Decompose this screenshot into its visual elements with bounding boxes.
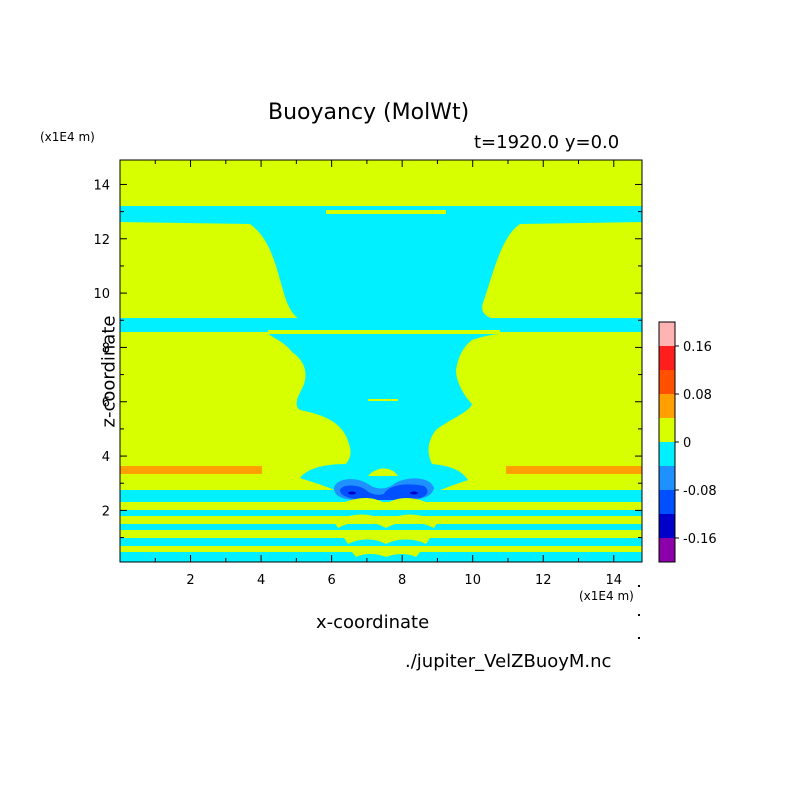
contour-orange-right xyxy=(506,466,642,474)
x-axis-tick-labels: 2 4 6 8 10 12 14 xyxy=(186,573,622,588)
x-tick-label: 12 xyxy=(535,573,552,588)
contour-upper-funnel xyxy=(120,206,642,320)
contour-core-min-left xyxy=(348,491,356,495)
colorbar-swatch xyxy=(659,322,675,346)
contour-lower-region xyxy=(300,464,468,490)
contour-band-z89 xyxy=(120,318,642,332)
colorbar-swatch xyxy=(659,490,675,514)
plot-frame xyxy=(119,159,643,563)
y-tick-label: 14 xyxy=(93,178,110,193)
contour-core-min-right xyxy=(410,491,418,495)
colorbar-tick-label: -0.16 xyxy=(683,532,717,547)
y-tick-label: 10 xyxy=(93,287,110,302)
contour-band-z08 xyxy=(120,538,642,546)
x-tick-label: 6 xyxy=(327,573,335,588)
contour-line-z60 xyxy=(368,399,398,401)
contour-orange-left xyxy=(120,466,262,474)
y-tick-label: 6 xyxy=(102,396,110,411)
colorbar-tick-label: 0.08 xyxy=(683,388,712,403)
colorbar-swatch xyxy=(659,514,675,538)
y-axis-unit: (x1E4 m) xyxy=(40,130,95,144)
x-axis-ticks xyxy=(154,160,615,562)
y-axis-ticks xyxy=(120,183,642,539)
colorbar-tick-label: 0 xyxy=(683,436,691,451)
colorbar-tick-labels: 0.16 0.08 0 -0.08 -0.16 xyxy=(683,340,717,547)
contour-line-z86 xyxy=(268,330,500,334)
contour-band-z03 xyxy=(120,552,642,562)
contour-band-z14 xyxy=(120,524,642,530)
colorbar-tick-label: 0.16 xyxy=(683,340,712,355)
y-tick-label: 4 xyxy=(102,450,110,465)
colorbar-swatch xyxy=(659,442,675,466)
y-tick-label: 2 xyxy=(102,504,110,519)
contour-strip-z130 xyxy=(326,210,446,214)
corner-markers xyxy=(638,585,640,639)
colorbar-swatch xyxy=(659,370,675,394)
contour-lower-bump xyxy=(368,468,398,476)
x-tick-label: 2 xyxy=(186,573,194,588)
x-tick-label: 14 xyxy=(606,573,623,588)
colorbar-swatch xyxy=(659,418,675,442)
x-axis-label: x-coordinate xyxy=(316,612,430,633)
y-tick-label: 12 xyxy=(93,233,110,248)
source-file-label: ./jupiter_VelZBuoyM.nc xyxy=(405,651,612,672)
colorbar-swatch xyxy=(659,394,675,418)
colorbar-tick-label: -0.08 xyxy=(683,484,717,499)
x-axis-unit: (x1E4 m) xyxy=(579,589,634,603)
y-tick-label: 8 xyxy=(102,341,110,356)
x-tick-label: 8 xyxy=(398,573,406,588)
chart-title: Buoyancy (MolWt) xyxy=(268,100,470,125)
contour-band-z20 xyxy=(120,510,642,516)
colorbar-swatch xyxy=(659,538,675,562)
contour-core-inner xyxy=(340,484,428,500)
colorbar xyxy=(658,321,679,563)
contour-lower-waves xyxy=(334,498,438,557)
colorbar-swatch xyxy=(659,346,675,370)
y-axis-tick-labels: 2 4 6 8 10 12 14 xyxy=(93,178,110,519)
contour-field xyxy=(120,160,642,562)
chart-subtitle: t=1920.0 y=0.0 xyxy=(474,132,620,153)
x-tick-label: 4 xyxy=(257,573,265,588)
colorbar-swatch xyxy=(659,466,675,490)
x-tick-label: 10 xyxy=(464,573,481,588)
